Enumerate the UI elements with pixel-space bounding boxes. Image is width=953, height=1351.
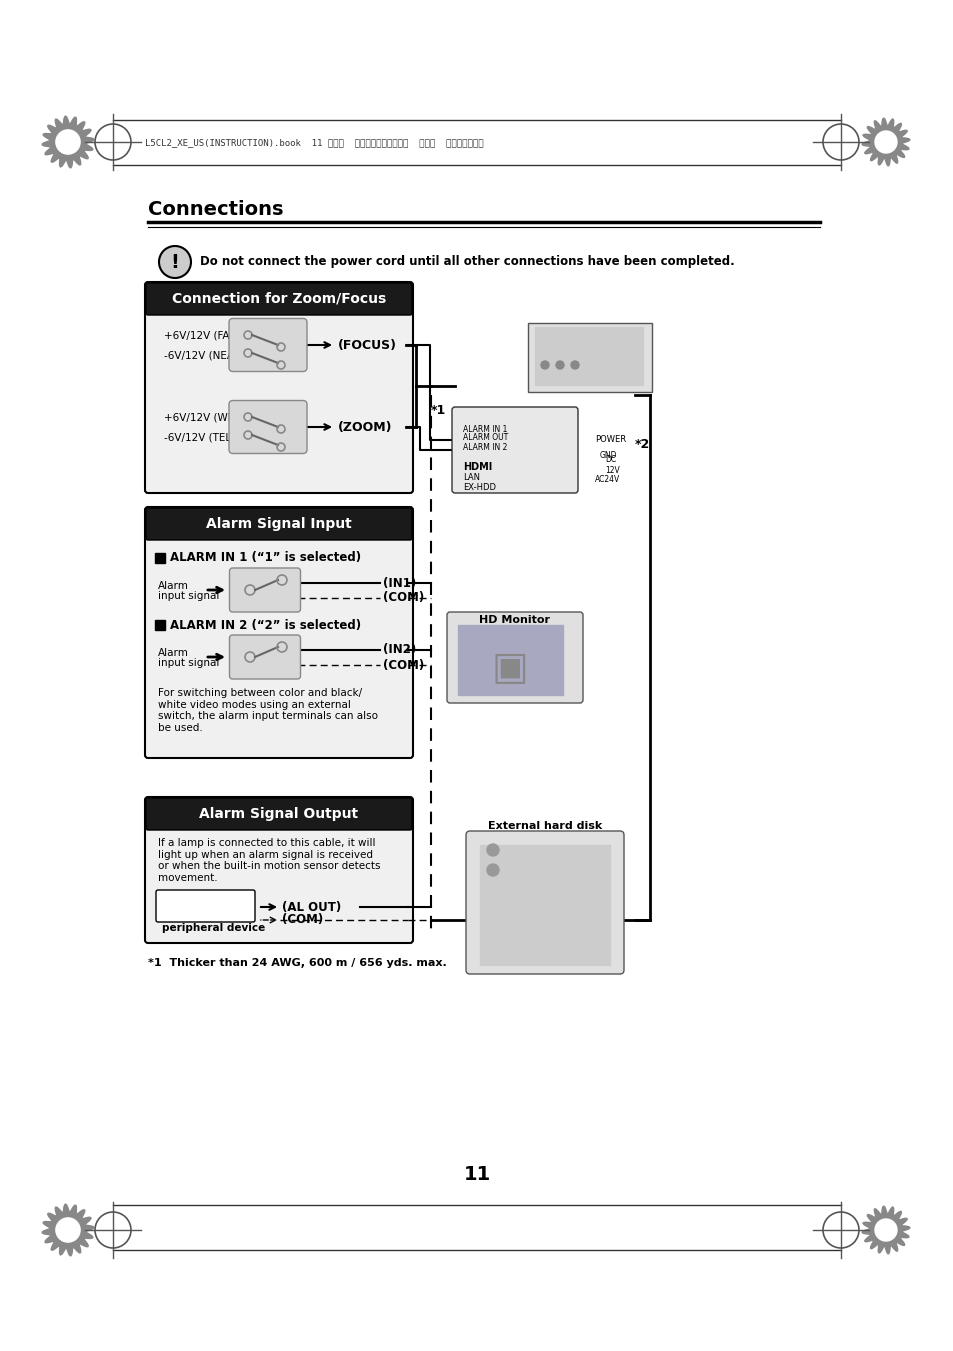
FancyBboxPatch shape: [229, 400, 307, 454]
Text: (COM): (COM): [282, 913, 323, 927]
Text: BNC type: BNC type: [488, 409, 539, 420]
Text: EX-HDD: EX-HDD: [462, 482, 496, 492]
Text: HD Monitor: HD Monitor: [479, 615, 550, 626]
FancyBboxPatch shape: [146, 508, 412, 540]
Text: -6V/12V (TELE): -6V/12V (TELE): [164, 434, 241, 443]
Text: ▣: ▣: [491, 648, 528, 688]
Text: (ZOOM): (ZOOM): [337, 420, 392, 434]
FancyBboxPatch shape: [145, 797, 413, 943]
FancyBboxPatch shape: [146, 798, 412, 830]
Text: (IN1): (IN1): [382, 577, 416, 589]
Circle shape: [56, 1217, 80, 1242]
Circle shape: [874, 1219, 896, 1242]
Text: Alarm Signal Output: Alarm Signal Output: [199, 807, 358, 821]
Text: POWER: POWER: [595, 435, 625, 444]
Circle shape: [874, 131, 896, 153]
Circle shape: [571, 361, 578, 369]
FancyBboxPatch shape: [145, 282, 413, 493]
Text: L5CL2_XE_US(INSTRUCTION).book  11 ページ  ２００８年８月２５日  月曜日  午後３時４３分: L5CL2_XE_US(INSTRUCTION).book 11 ページ ２００…: [145, 139, 483, 147]
Text: Connection for Zoom/Focus: Connection for Zoom/Focus: [172, 292, 386, 305]
Text: ALARM IN 2: ALARM IN 2: [462, 443, 507, 451]
Text: +6V/12V (WIDE): +6V/12V (WIDE): [164, 413, 249, 423]
Text: input signal: input signal: [158, 658, 219, 667]
Text: If a lamp is connected to this cable, it will
light up when an alarm signal is r: If a lamp is connected to this cable, it…: [158, 838, 380, 882]
Text: *1  Thicker than 24 AWG, 600 m / 656 yds. max.: *1 Thicker than 24 AWG, 600 m / 656 yds.…: [148, 958, 446, 969]
Polygon shape: [42, 1204, 93, 1256]
FancyBboxPatch shape: [527, 323, 651, 392]
Text: LAN: LAN: [462, 473, 479, 481]
FancyBboxPatch shape: [156, 890, 254, 921]
FancyBboxPatch shape: [465, 831, 623, 974]
FancyBboxPatch shape: [145, 507, 413, 758]
FancyBboxPatch shape: [452, 407, 578, 493]
Text: ALARM OUT: ALARM OUT: [462, 434, 508, 443]
Text: 11: 11: [463, 1166, 490, 1185]
Circle shape: [486, 844, 498, 857]
Text: Do not connect the power cord until all other connections have been completed.: Do not connect the power cord until all …: [200, 255, 734, 267]
Text: ALARM IN 1: ALARM IN 1: [462, 426, 507, 435]
FancyBboxPatch shape: [447, 612, 582, 703]
FancyBboxPatch shape: [230, 567, 300, 612]
Text: *2: *2: [635, 439, 650, 451]
FancyBboxPatch shape: [230, 635, 300, 680]
Circle shape: [159, 246, 191, 278]
Bar: [479, 844, 609, 965]
Text: -6V/12V (NEAR): -6V/12V (NEAR): [164, 350, 245, 359]
FancyBboxPatch shape: [146, 282, 412, 315]
Text: DC
12V: DC 12V: [604, 455, 619, 474]
Text: EX-HDD: EX-HDD: [519, 870, 553, 880]
Text: (AL OUT): (AL OUT): [282, 901, 341, 913]
Bar: [154, 553, 165, 563]
Text: External
peripheral device: External peripheral device: [162, 911, 265, 932]
Text: !: !: [171, 253, 179, 272]
Text: GND: GND: [599, 450, 617, 459]
Text: +6V/12V (FAR): +6V/12V (FAR): [164, 330, 240, 340]
Text: For switching between color and black/
white video modes using an external
switc: For switching between color and black/ w…: [158, 688, 377, 732]
Text: Alarm: Alarm: [158, 581, 189, 590]
Text: AC24V: AC24V: [595, 476, 619, 485]
Bar: [535, 327, 642, 385]
Polygon shape: [42, 116, 93, 168]
FancyBboxPatch shape: [229, 319, 307, 372]
Circle shape: [486, 865, 498, 875]
Text: (FOCUS): (FOCUS): [337, 339, 396, 351]
Text: (IN2): (IN2): [382, 643, 416, 657]
Polygon shape: [862, 1206, 909, 1254]
Text: ALARM IN 2 (“2” is selected): ALARM IN 2 (“2” is selected): [170, 619, 361, 631]
Circle shape: [556, 361, 563, 369]
Text: HDMI: HDMI: [462, 462, 492, 471]
Text: input signal: input signal: [158, 590, 219, 601]
Text: Alarm: Alarm: [158, 648, 189, 658]
Circle shape: [56, 130, 80, 154]
Text: Connections: Connections: [148, 200, 283, 219]
Bar: [154, 620, 165, 630]
Text: Alarm Signal Input: Alarm Signal Input: [206, 517, 352, 531]
Bar: [457, 626, 562, 694]
Text: External hard disk: External hard disk: [487, 821, 601, 831]
Text: (COM): (COM): [382, 658, 424, 671]
Text: Camera Control Unit
(Options:VAC-70): Camera Control Unit (Options:VAC-70): [539, 328, 639, 350]
Circle shape: [540, 361, 548, 369]
Text: (COM): (COM): [382, 592, 424, 604]
Polygon shape: [862, 118, 909, 166]
Text: ALARM IN 1 (“1” is selected): ALARM IN 1 (“1” is selected): [170, 551, 361, 565]
Text: *1: *1: [431, 404, 446, 416]
